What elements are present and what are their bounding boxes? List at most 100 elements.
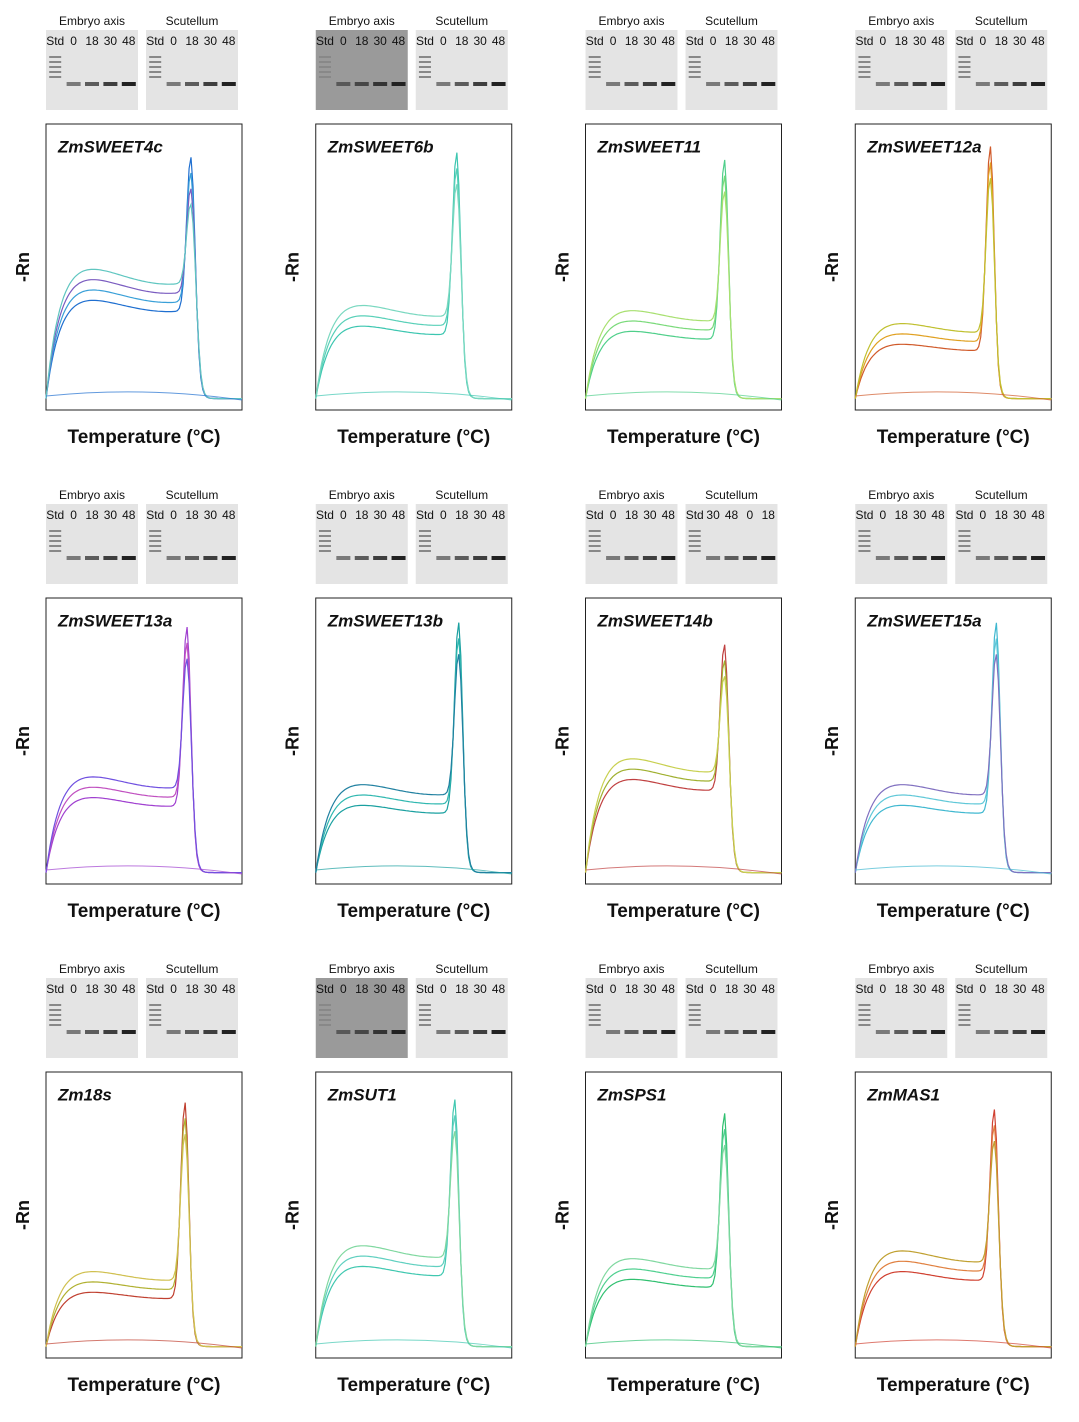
ladder-band [149, 1009, 162, 1011]
lane-label: 30 [204, 34, 218, 48]
gel-title: Embryo axis [868, 488, 934, 502]
band [221, 556, 236, 560]
band [454, 1030, 469, 1034]
lane-label: 18 [725, 34, 739, 48]
gel-title: Scutellum [435, 14, 488, 28]
band [491, 1030, 506, 1034]
lane-label: 30 [643, 982, 657, 996]
band [624, 556, 639, 560]
melt-curve [854, 638, 1052, 874]
band [875, 1030, 890, 1034]
melt-curve [45, 188, 242, 400]
gel-image [855, 30, 948, 110]
gene-name: ZmSWEET6b [327, 137, 434, 156]
lane-label: 18 [895, 982, 909, 996]
melt-curve [315, 1115, 512, 1348]
ladder-band [49, 530, 62, 532]
band [491, 82, 506, 86]
band [606, 82, 621, 86]
ladder-band [588, 550, 601, 552]
lane-label: 18 [625, 34, 639, 48]
melt-curve [584, 1129, 782, 1348]
ladder-band [858, 1014, 871, 1016]
ladder-band [688, 66, 701, 68]
ladder-band [418, 66, 431, 68]
ladder-band [688, 530, 701, 532]
ladder-band [688, 1009, 701, 1011]
band [185, 556, 199, 560]
ladder-band [588, 76, 601, 78]
lane-label: 48 [1031, 508, 1045, 522]
ladder-band [858, 545, 871, 547]
band [894, 82, 909, 86]
band [894, 1030, 909, 1034]
lane-label: 0 [340, 34, 347, 48]
melt-curve [584, 1144, 782, 1348]
gel-image [415, 504, 508, 584]
lane-label: 18 [185, 508, 199, 522]
band [912, 1030, 927, 1034]
band [391, 1030, 406, 1034]
lane-label: Std [686, 982, 704, 996]
band [221, 1030, 236, 1034]
lane-label: 18 [355, 982, 369, 996]
melt-curve [315, 622, 512, 874]
ladder-band [149, 1004, 162, 1006]
band [1031, 1030, 1046, 1034]
baseline-curve [585, 391, 782, 401]
ladder-band [318, 1009, 331, 1011]
ladder-band [418, 1019, 431, 1021]
ladder-band [318, 545, 331, 547]
lane-label: 18 [355, 508, 369, 522]
band [436, 82, 451, 86]
band [661, 82, 676, 86]
melt-curve [854, 622, 1052, 874]
ladder-band [588, 1019, 601, 1021]
ladder-band [588, 530, 601, 532]
lane-label: 18 [455, 508, 469, 522]
ladder-band [858, 540, 871, 542]
ladder-band [688, 540, 701, 542]
y-axis-label: -Rn [283, 252, 303, 282]
plot-frame [854, 597, 1052, 885]
lane-label: 30 [913, 34, 927, 48]
ladder-band [149, 535, 162, 537]
ladder-band [149, 550, 162, 552]
ladder-band [958, 1014, 971, 1016]
lane-label: 48 [122, 34, 136, 48]
gel-title: Embryo axis [598, 962, 664, 976]
baseline-curve [585, 865, 782, 875]
gel-title: Scutellum [705, 962, 758, 976]
gel-image [685, 30, 778, 110]
band [121, 556, 136, 560]
lane-label: 0 [880, 34, 887, 48]
gel-title: Scutellum [705, 488, 758, 502]
lane-label: Std [416, 982, 434, 996]
plot-frame [315, 123, 513, 411]
gel-image [315, 504, 408, 584]
lane-label: 0 [980, 508, 987, 522]
lane-label: Std [416, 34, 434, 48]
band [912, 82, 927, 86]
y-axis-label: -Rn [552, 1200, 572, 1230]
gel-title: Scutellum [975, 962, 1028, 976]
lane-label: Std [316, 982, 334, 996]
band [454, 82, 469, 86]
band [491, 556, 506, 560]
lane-label: 30 [913, 508, 927, 522]
band [185, 82, 199, 86]
gel-image [955, 978, 1048, 1058]
ladder-band [318, 56, 331, 58]
lane-label: Std [316, 508, 334, 522]
lane-label: 30 [204, 982, 218, 996]
lane-label: 30 [706, 508, 720, 522]
x-axis-label: Temperature (°C) [607, 901, 760, 922]
melt-curve [854, 178, 1052, 400]
ladder-band [318, 76, 331, 78]
band [761, 1030, 776, 1034]
plot-frame [315, 1071, 513, 1359]
ladder-band [688, 1019, 701, 1021]
